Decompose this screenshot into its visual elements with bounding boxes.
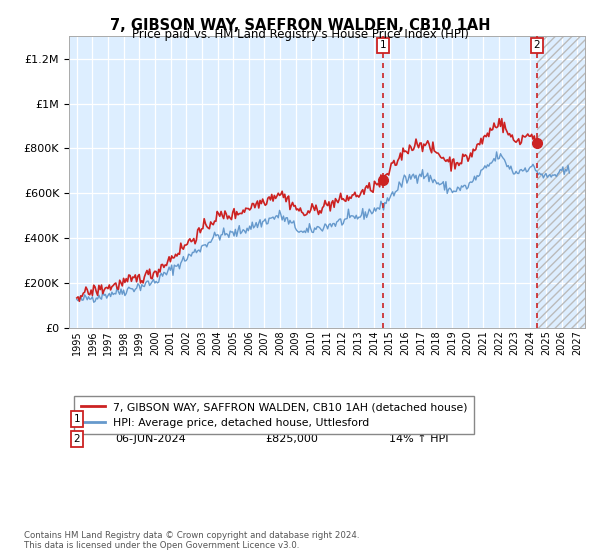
Text: 2: 2 [73,434,80,444]
Text: Price paid vs. HM Land Registry's House Price Index (HPI): Price paid vs. HM Land Registry's House … [131,28,469,41]
Text: Contains HM Land Registry data © Crown copyright and database right 2024.
This d: Contains HM Land Registry data © Crown c… [24,530,359,550]
Bar [537,36,585,328]
Text: 2: 2 [533,40,540,50]
Bar [537,36,585,328]
Legend: 7, GIBSON WAY, SAFFRON WALDEN, CB10 1AH (detached house), HPI: Average price, de: 7, GIBSON WAY, SAFFRON WALDEN, CB10 1AH … [74,395,475,434]
Text: 7, GIBSON WAY, SAFFRON WALDEN, CB10 1AH: 7, GIBSON WAY, SAFFRON WALDEN, CB10 1AH [110,18,490,33]
Text: 30-JUL-2014: 30-JUL-2014 [115,414,184,424]
Text: £825,000: £825,000 [265,434,318,444]
Text: 06-JUN-2024: 06-JUN-2024 [115,434,186,444]
Text: 38% ↑ HPI: 38% ↑ HPI [389,414,448,424]
Text: £660,000: £660,000 [265,414,318,424]
Text: 14% ↑ HPI: 14% ↑ HPI [389,434,448,444]
Text: 1: 1 [380,40,386,50]
Text: 1: 1 [73,414,80,424]
